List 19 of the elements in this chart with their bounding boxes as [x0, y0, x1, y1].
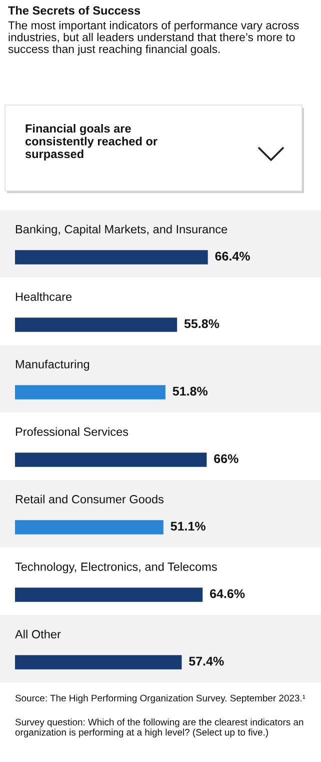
- data-label: 66.4%: [215, 252, 250, 261]
- y-tick-label: Healthcare: [16, 292, 72, 301]
- source-note: Source: The High Performing Organization Survey. September 2023.¹: [15, 694, 306, 704]
- data-label: 55.8%: [184, 319, 220, 328]
- y-tick-label: All Other: [15, 630, 61, 638]
- data-label: 51.1%: [170, 522, 206, 531]
- data-label: 57.4%: [189, 656, 224, 666]
- y-tick-label: Retail and Consumer Goods: [16, 494, 164, 504]
- data-label: 66%: [214, 454, 238, 464]
- y-tick-label: Professional Services: [16, 427, 128, 436]
- y-tick-label: Banking, Capital Markets, and Insurance: [16, 224, 228, 236]
- chart-title: The Secrets of Success: [8, 6, 140, 15]
- data-label: 51.8%: [172, 386, 208, 396]
- text: Financial goals are consistently reached or surpassed: [25, 124, 158, 160]
- chart-subtitle: The most important indicators of performance vary across industries, but all leaders understand that there’s more to success than just reaching financial goals.: [8, 21, 299, 56]
- y-tick-label: Technology, Electronics, and Telecoms: [15, 562, 217, 574]
- y-tick-label: Manufacturing: [16, 360, 90, 371]
- text: Survey question: Which of the following are the clearest indicators an organization is performing at a high level? (Select up to five.): [15, 718, 304, 738]
- data-label: 64.6%: [210, 589, 245, 598]
